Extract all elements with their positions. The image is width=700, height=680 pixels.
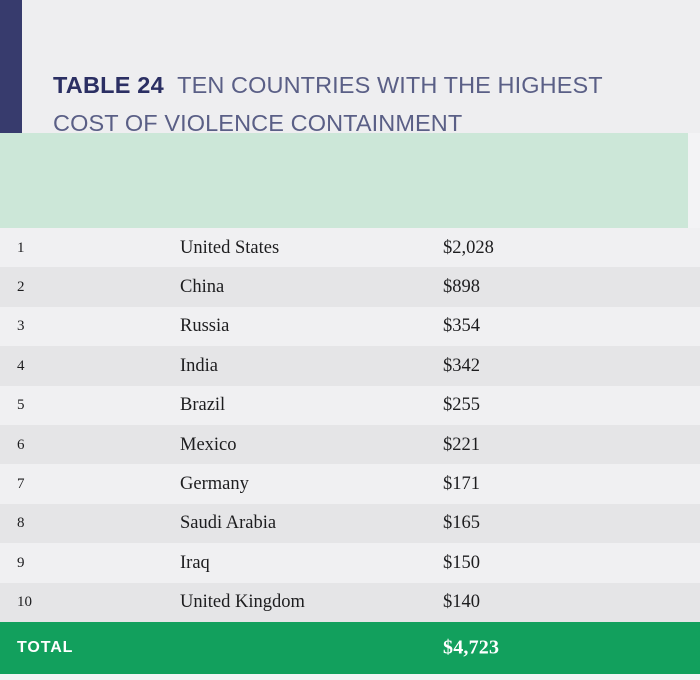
- table-title-text: TEN COUNTRIES WITH THE HIGHEST COST OF V…: [53, 72, 603, 136]
- total-label: TOTAL: [17, 639, 74, 656]
- cell-country: Brazil: [180, 395, 226, 416]
- table-body: 1 United States $2,028 2 China $898 3 Ru…: [0, 228, 700, 622]
- table-row: 9 Iraq $150: [0, 543, 700, 583]
- table-row: 1 United States $2,028: [0, 228, 700, 268]
- cell-value: $171: [443, 474, 480, 495]
- table-row: 6 Mexico $221: [0, 424, 700, 465]
- page-title: TABLE 24 TEN COUNTRIES WITH THE HIGHEST …: [53, 28, 683, 142]
- bottom-strip: [0, 674, 700, 680]
- cell-value: $221: [443, 434, 480, 455]
- cell-value: $898: [443, 277, 480, 298]
- cell-country: Saudi Arabia: [180, 513, 277, 534]
- table-row: 8 Saudi Arabia $165: [0, 503, 700, 544]
- cell-country: Iraq: [180, 552, 210, 573]
- table-column-header: RANK COUNTRY VIOLENCE CONTAINMENT TOTAL …: [0, 133, 688, 325]
- cell-value: $2,028: [443, 237, 494, 258]
- cell-rank: 2: [17, 279, 25, 296]
- cell-rank: 1: [17, 239, 25, 256]
- cell-country: Germany: [180, 474, 249, 495]
- cell-value: $342: [443, 355, 480, 376]
- total-value: $4,723: [443, 636, 500, 659]
- table-row: 7 Germany $171: [0, 464, 700, 504]
- cell-rank: 7: [17, 476, 25, 493]
- table-row: 10 United Kingdom $140: [0, 582, 700, 622]
- cell-rank: 5: [17, 397, 25, 414]
- cell-country: United Kingdom: [180, 592, 305, 613]
- cell-rank: 10: [17, 594, 32, 611]
- accent-bar: [0, 0, 22, 133]
- cell-rank: 3: [17, 318, 25, 335]
- table-row: 3 Russia $354: [0, 306, 700, 347]
- cell-country: United States: [180, 237, 280, 258]
- cell-value: $354: [443, 316, 480, 337]
- cell-value: $165: [443, 513, 480, 534]
- table-title-band: TABLE 24 TEN COUNTRIES WITH THE HIGHEST …: [0, 0, 700, 136]
- cell-rank: 6: [17, 436, 25, 453]
- table-row: 2 China $898: [0, 267, 700, 307]
- cell-country: Russia: [180, 316, 230, 337]
- table-number-label: TABLE 24: [53, 72, 164, 98]
- cell-value: $255: [443, 395, 480, 416]
- cell-country: India: [180, 355, 219, 376]
- cell-value: $140: [443, 592, 480, 613]
- table-row: 4 India $342: [0, 346, 700, 386]
- cell-country: China: [180, 277, 225, 298]
- cell-rank: 9: [17, 554, 25, 571]
- cell-value: $150: [443, 552, 480, 573]
- table-total-row: TOTAL $4,723: [0, 622, 700, 674]
- cell-country: Mexico: [180, 434, 237, 455]
- table-row: 5 Brazil $255: [0, 385, 700, 425]
- cell-rank: 8: [17, 515, 25, 532]
- cell-rank: 4: [17, 357, 25, 374]
- table-title-spacer: [164, 72, 177, 98]
